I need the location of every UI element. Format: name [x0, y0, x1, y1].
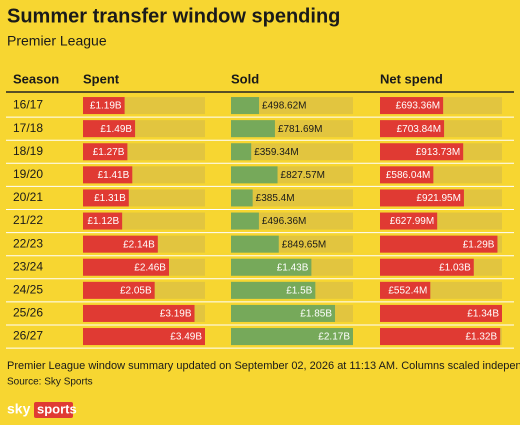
- bar: [380, 281, 431, 299]
- bar-track: [231, 212, 353, 230]
- value-label: £1.85B: [300, 309, 332, 320]
- bar: [380, 189, 464, 207]
- row-label: 17/18: [13, 121, 43, 135]
- value-label: £1.43B: [277, 262, 309, 273]
- row-label: 19/20: [13, 167, 43, 181]
- row-label: 25/26: [13, 306, 43, 320]
- value-label: £552.4M: [388, 285, 427, 296]
- value-label: £1.41B: [98, 170, 130, 181]
- value-label: £3.49B: [170, 332, 202, 343]
- value-label: £1.29B: [463, 239, 495, 250]
- value-label: £849.65M: [282, 239, 326, 250]
- bar: [231, 189, 253, 207]
- bar: [380, 166, 434, 184]
- value-label: £1.49B: [100, 124, 132, 135]
- bar: [380, 120, 445, 138]
- value-label: £781.69M: [278, 124, 322, 135]
- value-label: £1.12B: [87, 216, 119, 227]
- row-label: 26/27: [13, 329, 43, 343]
- bar-track: [231, 189, 353, 207]
- bar: [83, 304, 195, 322]
- bar: [231, 166, 278, 184]
- bar: [380, 235, 498, 253]
- value-label: £627.99M: [390, 216, 434, 227]
- bar-track: [231, 143, 353, 161]
- bar: [380, 304, 502, 322]
- row-label: 16/17: [13, 98, 43, 112]
- row-label: 24/25: [13, 283, 43, 297]
- bar: [231, 235, 279, 253]
- value-label: £1.32B: [465, 332, 497, 343]
- bar: [231, 281, 316, 299]
- column-header: Sold: [231, 71, 259, 86]
- bar: [83, 212, 123, 230]
- row-label: 23/24: [13, 259, 43, 273]
- bar: [83, 258, 169, 276]
- value-label: £1.19B: [90, 101, 122, 112]
- value-label: £827.57M: [281, 170, 325, 181]
- bar: [231, 258, 312, 276]
- bar: [380, 328, 501, 346]
- value-label: £703.84M: [397, 124, 441, 135]
- value-label: £385.4M: [256, 193, 295, 204]
- row-label: 18/19: [13, 144, 43, 158]
- bar: [83, 328, 205, 346]
- logo-sky: sky: [7, 401, 31, 417]
- value-label: £693.36M: [396, 101, 440, 112]
- column-header: Net spend: [380, 71, 443, 86]
- value-label: £498.62M: [262, 101, 306, 112]
- bar-track: [231, 97, 353, 115]
- bar: [83, 97, 125, 115]
- value-label: £359.34M: [254, 147, 298, 158]
- column-header: Season: [13, 71, 59, 86]
- bar: [231, 120, 275, 138]
- note: Premier League window summary updated on…: [7, 360, 520, 372]
- bar: [83, 189, 129, 207]
- bar: [83, 166, 133, 184]
- bar: [380, 212, 438, 230]
- row-label: 22/23: [13, 236, 43, 250]
- row-label: 20/21: [13, 190, 43, 204]
- bar: [83, 235, 158, 253]
- bar: [231, 143, 252, 161]
- bar: [231, 328, 353, 346]
- row-label: 21/22: [13, 213, 43, 227]
- column-header: Spent: [83, 71, 120, 86]
- value-label: £1.34B: [467, 309, 499, 320]
- value-label: £1.27B: [93, 147, 125, 158]
- value-label: £913.73M: [416, 147, 460, 158]
- value-label: £586.04M: [386, 170, 430, 181]
- bar: [380, 258, 474, 276]
- source: Source: Sky Sports: [7, 377, 93, 388]
- value-label: £496.36M: [262, 216, 306, 227]
- chart-subtitle: Premier League: [7, 33, 107, 49]
- bar: [231, 304, 336, 322]
- value-label: £921.95M: [416, 193, 460, 204]
- value-label: £2.05B: [120, 285, 152, 296]
- value-label: £1.31B: [94, 193, 126, 204]
- value-label: £2.46B: [134, 262, 166, 273]
- bar: [231, 212, 259, 230]
- chart-title: Summer transfer window spending: [7, 5, 340, 27]
- value-label: £2.17B: [318, 332, 350, 343]
- bar: [83, 120, 136, 138]
- bar: [380, 143, 464, 161]
- logo-box: [34, 402, 73, 418]
- bar: [380, 97, 444, 115]
- value-label: £2.14B: [123, 239, 155, 250]
- value-label: £3.19B: [160, 309, 192, 320]
- bar: [83, 281, 155, 299]
- bar: [231, 97, 260, 115]
- value-label: £1.5B: [286, 285, 312, 296]
- value-label: £1.03B: [439, 262, 471, 273]
- bar: [83, 143, 128, 161]
- logo-sports: sports: [37, 401, 77, 416]
